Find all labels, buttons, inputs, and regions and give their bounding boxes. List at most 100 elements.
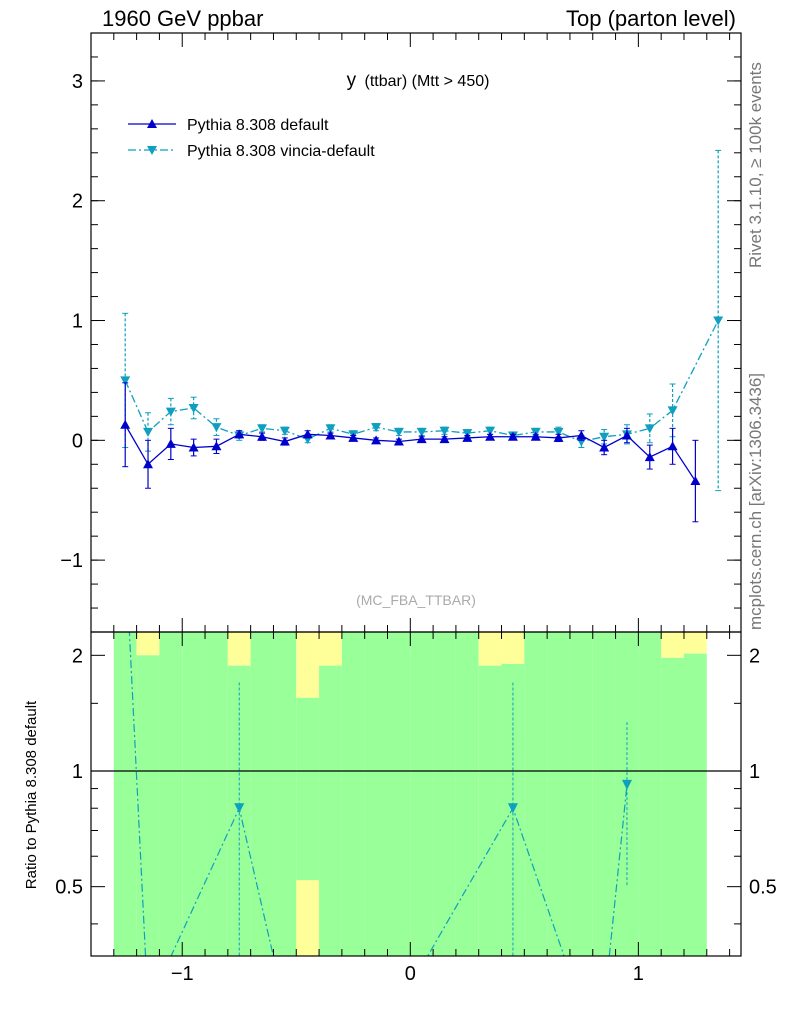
ratio-band-green xyxy=(569,632,593,956)
data-point xyxy=(599,442,610,452)
ratio-ytick-label-left: 2 xyxy=(72,645,83,667)
data-point xyxy=(485,426,496,436)
ratio-ytick-label-right: 2 xyxy=(749,645,760,667)
ytick-label: −1 xyxy=(60,550,83,572)
ratio-band-green xyxy=(683,653,707,956)
watermark: (MC_FBA_TTBAR) xyxy=(356,592,476,608)
ratio-band-yellow xyxy=(661,632,684,658)
data-point xyxy=(371,423,382,433)
ratio-ylabel: Ratio to Pythia 8.308 default xyxy=(23,700,40,889)
ratio-band-green xyxy=(433,632,456,956)
ratio-point xyxy=(234,803,245,814)
data-point xyxy=(713,316,724,326)
ratio-band-yellow-low xyxy=(296,880,320,956)
ratio-band-green xyxy=(410,632,434,956)
data-point xyxy=(644,452,655,462)
ratio-frame xyxy=(90,631,742,957)
data-point xyxy=(165,407,176,417)
data-point xyxy=(507,431,518,441)
ratio-series-vincia xyxy=(128,632,632,956)
main-title-subscript: (ttbar) (Mtt > 450) xyxy=(365,73,490,90)
data-point xyxy=(211,441,222,451)
ratio-band-yellow xyxy=(227,632,251,666)
data-point xyxy=(188,442,199,452)
data-point xyxy=(143,427,154,437)
ratio-band-green xyxy=(524,632,548,956)
ratio-band-green xyxy=(136,655,160,956)
ratio-band-yellow xyxy=(478,632,502,666)
legend-marker xyxy=(147,119,157,128)
ratio-band-green xyxy=(113,632,137,956)
data-point xyxy=(576,430,587,440)
ratio-band-yellow xyxy=(136,632,160,656)
ratio-ytick-label-left: 0.5 xyxy=(55,877,83,899)
ratio-band-green xyxy=(387,632,411,956)
ratio-band-green xyxy=(478,665,502,956)
ratio-band-green xyxy=(159,632,183,956)
ytick-label: 3 xyxy=(72,71,83,93)
legend-entry-default: Pythia 8.308 default xyxy=(187,117,329,134)
data-point xyxy=(371,435,382,445)
xtick-label: 0 xyxy=(405,963,416,985)
data-point xyxy=(325,430,336,440)
data-point xyxy=(165,438,176,448)
series-line xyxy=(124,320,719,443)
data-point xyxy=(667,441,678,451)
data-point xyxy=(393,427,404,437)
data-point xyxy=(143,459,154,469)
ratio-band-green xyxy=(250,632,274,956)
legend xyxy=(128,119,176,155)
data-point xyxy=(439,426,450,436)
ytick-label: 0 xyxy=(72,430,83,452)
ratio-band-green xyxy=(341,632,365,956)
data-point xyxy=(325,424,336,434)
ratio-point xyxy=(507,803,518,814)
ratio-band-green xyxy=(364,632,388,956)
data-point xyxy=(120,376,131,386)
main-title: y (ttbar) (Mtt > 450) xyxy=(347,70,490,91)
data-point xyxy=(530,431,541,441)
ratio-band-yellow xyxy=(683,632,707,654)
ratio-band-green xyxy=(319,665,342,956)
ratio-band-yellow xyxy=(296,632,320,698)
main-title-variable: y xyxy=(347,70,357,91)
series-line xyxy=(124,424,696,482)
data-point xyxy=(188,403,199,413)
data-point xyxy=(553,432,564,442)
data-point xyxy=(120,419,131,429)
ratio-ytick-label-right: 0.5 xyxy=(749,877,777,899)
data-point xyxy=(553,427,564,437)
ratio-panel xyxy=(91,632,741,956)
legend-entry-vincia: Pythia 8.308 vincia-default xyxy=(187,143,375,160)
ratio-band-yellow xyxy=(319,632,342,666)
ratio-ytick-label-right: 1 xyxy=(749,761,760,783)
ratio-band-green xyxy=(273,632,297,956)
data-point xyxy=(279,436,290,446)
xtick-label: −1 xyxy=(171,963,194,985)
data-point xyxy=(393,436,404,446)
ratio-band-green xyxy=(638,632,662,956)
ratio-band-green xyxy=(182,632,206,956)
data-point xyxy=(644,424,655,434)
main-panel xyxy=(120,119,724,523)
header-right: Top (parton level) xyxy=(566,6,736,31)
data-point xyxy=(485,431,496,441)
data-point xyxy=(621,430,632,440)
ratio-band-green xyxy=(661,657,684,956)
ratio-ytick-label-left: 1 xyxy=(72,761,83,783)
series-default xyxy=(120,382,701,523)
data-point xyxy=(257,431,268,441)
data-point xyxy=(302,429,313,439)
ratio-point xyxy=(621,779,632,790)
data-point xyxy=(279,426,290,436)
data-point xyxy=(439,434,450,444)
ratio-line-vincia xyxy=(128,632,628,956)
ytick-label: 2 xyxy=(72,191,83,213)
data-point xyxy=(257,424,268,434)
data-point xyxy=(416,434,427,444)
ratio-band-green xyxy=(205,632,228,956)
ytick-label: 1 xyxy=(72,311,83,333)
data-point xyxy=(599,432,610,442)
data-point xyxy=(348,432,359,442)
